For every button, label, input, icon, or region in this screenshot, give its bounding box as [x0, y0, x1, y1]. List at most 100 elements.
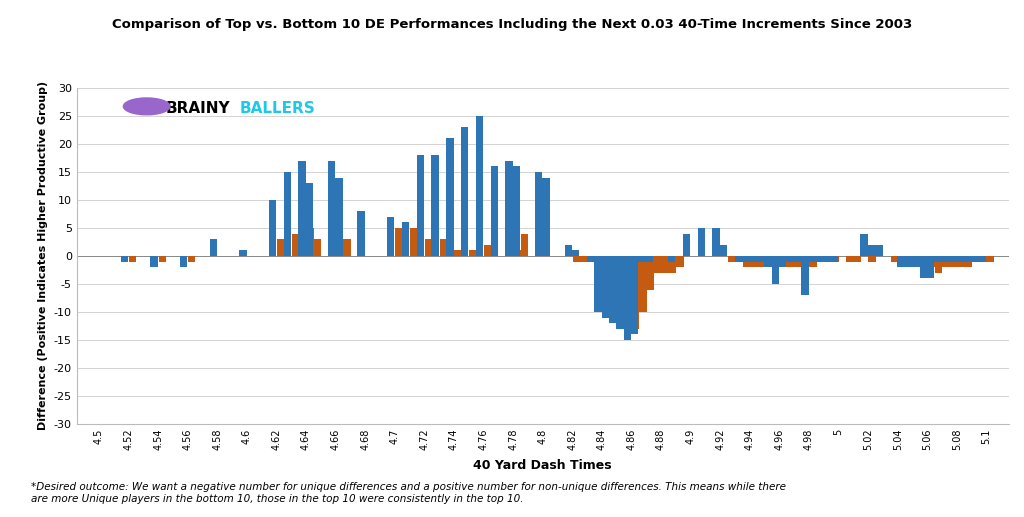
Bar — [306, 228, 313, 256]
Bar — [846, 256, 854, 262]
Bar — [580, 256, 588, 262]
Bar — [965, 256, 972, 267]
Bar — [801, 256, 809, 295]
Bar — [609, 256, 616, 323]
Bar — [713, 228, 720, 256]
Bar — [298, 161, 306, 256]
Bar — [631, 256, 639, 334]
Bar — [188, 256, 196, 262]
Bar — [306, 183, 313, 256]
Y-axis label: Difference (Positive Indicates Higher Productive Group): Difference (Positive Indicates Higher Pr… — [38, 81, 48, 431]
Bar — [121, 256, 128, 262]
Bar — [823, 256, 830, 262]
Bar — [521, 234, 528, 256]
Bar — [357, 211, 365, 256]
Bar — [276, 239, 285, 256]
Bar — [779, 256, 787, 267]
Bar — [513, 166, 520, 256]
Text: BALLERS: BALLERS — [240, 101, 315, 116]
Bar — [625, 256, 632, 317]
Bar — [794, 256, 801, 262]
Bar — [632, 256, 639, 329]
Bar — [676, 256, 684, 267]
Bar — [469, 250, 476, 256]
Bar — [395, 228, 402, 256]
Bar — [336, 234, 343, 256]
Bar — [588, 256, 595, 262]
Bar — [490, 166, 498, 256]
Bar — [957, 256, 965, 267]
X-axis label: 40 Yard Dash Times: 40 Yard Dash Times — [473, 459, 612, 472]
Bar — [313, 239, 322, 256]
Bar — [617, 256, 625, 323]
Bar — [824, 256, 831, 262]
Bar — [669, 256, 676, 273]
Bar — [905, 256, 912, 267]
Bar — [772, 256, 779, 267]
Bar — [328, 161, 335, 256]
Bar — [129, 256, 136, 262]
Bar — [639, 256, 646, 312]
Bar — [476, 116, 483, 256]
Bar — [750, 256, 757, 262]
Bar — [210, 239, 217, 256]
Bar — [543, 177, 550, 256]
Bar — [979, 256, 987, 262]
Bar — [972, 256, 979, 262]
Bar — [817, 256, 824, 262]
Bar — [624, 256, 631, 340]
Bar — [594, 256, 601, 312]
Bar — [950, 256, 957, 267]
Bar — [720, 245, 727, 256]
Bar — [816, 256, 823, 262]
Bar — [742, 256, 751, 267]
Bar — [484, 245, 492, 256]
Bar — [972, 256, 979, 262]
Bar — [786, 256, 794, 262]
Bar — [751, 256, 758, 267]
Bar — [764, 256, 772, 267]
Bar — [335, 177, 343, 256]
Text: Comparison of Top vs. Bottom 10 DE Performances Including the Next 0.03 40-Time : Comparison of Top vs. Bottom 10 DE Perfo… — [112, 18, 912, 31]
Bar — [735, 256, 742, 262]
Bar — [410, 228, 418, 256]
Bar — [587, 256, 594, 262]
Bar — [616, 256, 624, 329]
Bar — [860, 234, 867, 256]
Bar — [809, 256, 816, 262]
Bar — [758, 256, 765, 267]
Bar — [564, 245, 572, 256]
Bar — [897, 256, 905, 267]
Bar — [683, 234, 690, 256]
Bar — [268, 200, 276, 256]
Bar — [928, 256, 935, 267]
Bar — [802, 256, 809, 267]
Text: BRAINY: BRAINY — [165, 101, 230, 116]
Bar — [942, 256, 949, 262]
Bar — [446, 138, 454, 256]
Bar — [868, 256, 876, 262]
Bar — [639, 256, 646, 262]
Bar — [439, 239, 446, 256]
Bar — [535, 172, 543, 256]
Text: *Desired outcome: We want a negative number for unique differences and a positiv: *Desired outcome: We want a negative num… — [31, 482, 785, 504]
Bar — [912, 256, 921, 262]
Bar — [513, 250, 521, 256]
Bar — [602, 256, 609, 312]
Bar — [343, 239, 351, 256]
Bar — [728, 256, 735, 262]
Bar — [979, 256, 986, 262]
Bar — [662, 256, 669, 273]
Bar — [956, 256, 964, 262]
Bar — [159, 256, 166, 262]
Bar — [742, 256, 750, 262]
Bar — [543, 239, 551, 256]
Bar — [867, 245, 876, 256]
Bar — [987, 256, 994, 262]
Bar — [572, 256, 580, 262]
Bar — [876, 245, 883, 256]
Bar — [461, 127, 468, 256]
Bar — [949, 256, 956, 262]
Bar — [668, 256, 676, 262]
Bar — [284, 172, 291, 256]
